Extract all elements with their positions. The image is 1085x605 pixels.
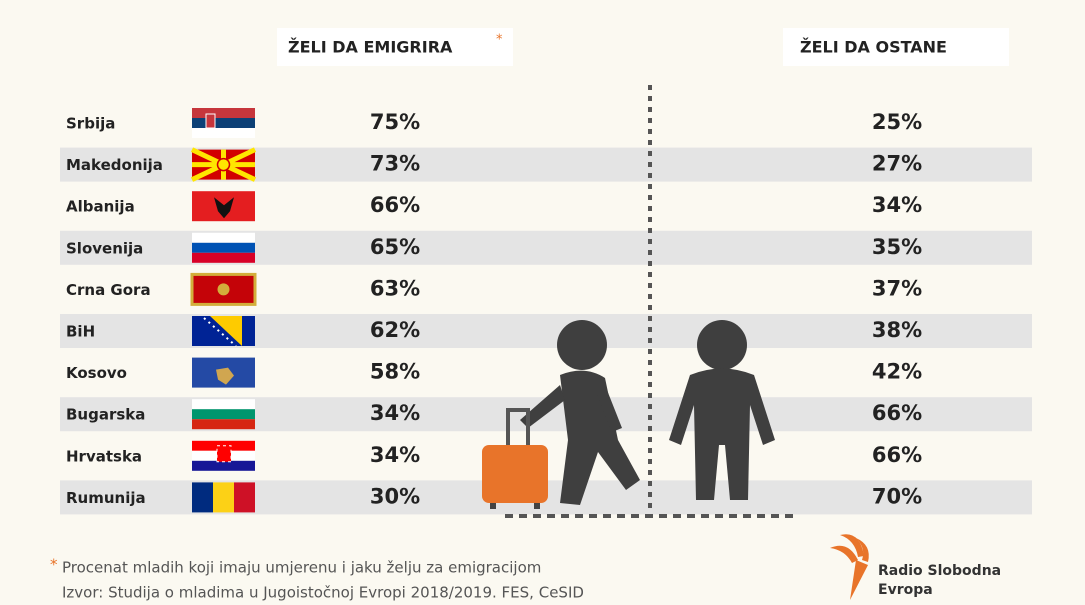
footnote: Procenat mladih koji imaju umjerenu i ja… (62, 559, 541, 577)
flag (192, 440, 255, 471)
flag (192, 399, 255, 430)
country: Srbija (66, 115, 115, 133)
logo-text: Evropa (878, 582, 933, 598)
country: Bugarska (66, 406, 145, 424)
flag (192, 108, 255, 138)
flag-stripe (192, 232, 255, 243)
flag-stripe (213, 482, 234, 513)
flag-stripe (192, 128, 255, 138)
flag-sun (216, 157, 231, 172)
standing-person (669, 320, 775, 500)
header-box (783, 28, 1009, 66)
logo-text: Radio Slobodna (878, 563, 1001, 579)
flag-stripe (192, 252, 255, 263)
flag-emblem (205, 113, 216, 129)
country: Rumunija (66, 489, 146, 507)
emigrate-value: 63% (370, 276, 420, 300)
flag-stripe (192, 242, 255, 253)
stay-value: 70% (872, 484, 922, 508)
flag-stripe (192, 482, 213, 513)
flag-emblem (217, 283, 230, 296)
note-mark: * (50, 556, 58, 574)
emigrate-value: 65% (370, 235, 420, 259)
country: BiH (66, 323, 95, 341)
header-box (277, 28, 513, 66)
stay-value: 27% (872, 152, 922, 176)
flag (192, 316, 255, 347)
flag-emblem (216, 445, 232, 463)
flag (192, 191, 255, 222)
flag-stripe (192, 419, 255, 430)
flag-stars (203, 317, 237, 347)
flag-eagle (214, 197, 234, 219)
stay-value: 38% (872, 318, 922, 342)
emigrate-value: 66% (370, 193, 420, 217)
country: Albanija (66, 198, 135, 216)
logo-icon (830, 534, 869, 600)
stay-value: 25% (872, 110, 922, 134)
header-mark: * (496, 33, 503, 48)
flag (190, 272, 257, 306)
stay-value: 66% (872, 401, 922, 425)
flag (192, 357, 255, 388)
country: Slovenija (66, 239, 143, 257)
emigrate-value: 75% (370, 110, 420, 134)
flag-stripe (234, 482, 255, 513)
emigrate-value: 58% (370, 360, 420, 384)
emigrate-value: 34% (370, 443, 420, 467)
flag-stripe (192, 460, 255, 471)
flag-stripe (192, 108, 255, 118)
flag-map (216, 367, 234, 385)
flag-triangle (210, 316, 242, 346)
header-emigrate: ŽELI DA EMIGRIRA (288, 38, 453, 57)
stay-value: 34% (872, 193, 922, 217)
stay-value: 35% (872, 235, 922, 259)
header-stay: ŽELI DA OSTANE (800, 38, 947, 57)
country: Crna Gora (66, 281, 151, 299)
stay-value: 37% (872, 276, 922, 300)
source: Izvor: Studija o mladima u Jugoistočnoj … (62, 584, 584, 602)
flag (192, 232, 255, 263)
flag-stripe (192, 118, 255, 128)
flag (190, 147, 257, 182)
country: Hrvatska (66, 447, 142, 465)
emigrate-value: 30% (370, 484, 420, 508)
stay-value: 42% (872, 360, 922, 384)
country: Kosovo (66, 364, 127, 382)
stay-value: 66% (872, 443, 922, 467)
suitcase (482, 408, 548, 509)
emigrate-value: 73% (370, 152, 420, 176)
emigrate-value: 34% (370, 401, 420, 425)
flag-stripe (192, 409, 255, 420)
country: Makedonija (66, 156, 163, 174)
flag (192, 482, 255, 513)
emigrate-value: 62% (370, 318, 420, 342)
walking-person (520, 320, 640, 505)
flag-stripe (192, 399, 255, 410)
